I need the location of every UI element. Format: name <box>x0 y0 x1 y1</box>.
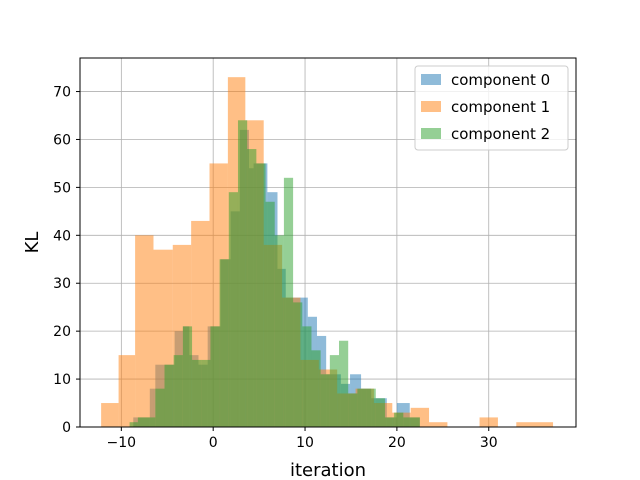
histogram-bar <box>247 149 257 427</box>
histogram-bar <box>118 355 136 427</box>
y-tick-label: 30 <box>53 276 71 292</box>
legend-entry-label: component 1 <box>451 98 550 116</box>
y-tick-label: 50 <box>53 180 71 196</box>
plot-frame <box>79 57 577 428</box>
histogram-bar <box>219 259 229 427</box>
legend: component 0 component 1 component 2 <box>414 65 569 151</box>
x-tick-label: 0 <box>209 435 218 451</box>
histogram-bar <box>329 355 340 427</box>
histogram-bar <box>228 192 238 427</box>
y-tick-label: 40 <box>53 228 71 244</box>
histogram-bar <box>155 388 165 427</box>
histogram-bar <box>129 422 138 427</box>
histogram-bar <box>320 374 330 427</box>
histogram-bar <box>237 120 248 427</box>
histogram-bars <box>101 77 554 428</box>
histogram-bar <box>164 364 174 427</box>
histogram-bar <box>339 340 349 427</box>
histogram-bar <box>283 177 294 427</box>
histogram-bar <box>210 326 220 427</box>
histogram-bar <box>302 326 312 427</box>
histogram-bar <box>293 302 303 427</box>
histogram-bar <box>192 359 202 427</box>
histogram-bar <box>173 355 183 427</box>
histogram-bar <box>137 417 156 427</box>
histogram-bar <box>366 388 376 427</box>
x-tick-label: 30 <box>480 435 498 451</box>
histogram-bar <box>516 422 554 427</box>
histogram-bar <box>265 201 275 427</box>
histogram-bar <box>357 388 367 427</box>
y-tick-label: 60 <box>53 132 71 148</box>
histogram-bar <box>274 235 284 427</box>
histogram-bar <box>256 163 266 427</box>
y-tick-label: 70 <box>53 85 71 101</box>
y-tick-label: 0 <box>62 420 71 436</box>
x-tick-label: 20 <box>388 435 406 451</box>
histogram-bar <box>101 403 119 427</box>
legend-entry-label: component 0 <box>451 71 550 89</box>
legend-entry-label: component 2 <box>451 125 550 143</box>
series-2-bars <box>129 120 420 427</box>
histogram-bar <box>394 412 404 427</box>
histogram-bar <box>429 422 448 427</box>
histogram-bar <box>135 235 154 427</box>
axis-ticks: −10 0 10 20 30 0 10 20 30 40 50 60 70 <box>53 85 497 451</box>
legend-box <box>414 65 569 151</box>
legend-swatch <box>421 128 441 139</box>
histogram-bar <box>375 398 385 427</box>
x-tick-label: 10 <box>296 435 314 451</box>
histogram-bar <box>311 350 321 427</box>
histogram-bar <box>403 417 420 427</box>
x-axis-label: iteration <box>290 460 366 480</box>
histogram-bar <box>479 417 498 427</box>
y-axis-label: KL <box>22 232 43 254</box>
legend-swatch <box>421 101 441 112</box>
histogram-bar <box>348 393 358 427</box>
x-tick-label: −10 <box>107 435 137 451</box>
y-tick-label: 10 <box>53 372 71 388</box>
histogram-bar <box>182 326 193 427</box>
y-tick-label: 20 <box>53 324 71 340</box>
legend-swatch <box>421 74 441 85</box>
histogram-bar <box>201 359 211 427</box>
histogram-bar <box>384 417 395 427</box>
